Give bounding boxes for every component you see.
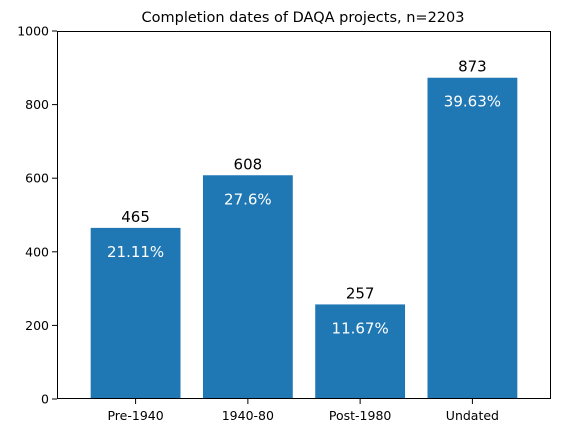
y-tick-label: 400	[25, 244, 49, 259]
x-tick-label: Undated	[446, 408, 499, 423]
chart-title: Completion dates of DAQA projects, n=220…	[142, 10, 465, 26]
y-tick-label: 800	[25, 97, 49, 112]
bar-value-label: 257	[346, 284, 375, 302]
bar-value-label: 608	[234, 155, 263, 173]
bar-percent-label: 39.63%	[444, 93, 501, 111]
y-tick-label: 600	[25, 171, 49, 186]
y-axis: 0 200 400 600 800 1000	[17, 24, 57, 407]
bar-undated	[428, 78, 518, 399]
bar-value-label: 465	[121, 208, 150, 226]
x-tick-label: Pre-1940	[107, 408, 163, 423]
bar-value-label: 873	[458, 58, 487, 76]
bar-1940-80	[203, 175, 293, 399]
bar-percent-label: 21.11%	[107, 243, 164, 261]
bars-group	[91, 78, 518, 399]
x-axis: Pre-1940 1940-80 Post-1980 Undated	[107, 399, 499, 423]
y-tick-label: 200	[25, 318, 49, 333]
bar-percent-label: 27.6%	[224, 190, 272, 208]
y-tick-label: 1000	[17, 24, 49, 39]
x-tick-label: 1940-80	[222, 408, 274, 423]
x-tick-label: Post-1980	[329, 408, 392, 423]
y-tick-label: 0	[41, 392, 49, 407]
bar-percent-label: 11.67%	[332, 319, 389, 337]
